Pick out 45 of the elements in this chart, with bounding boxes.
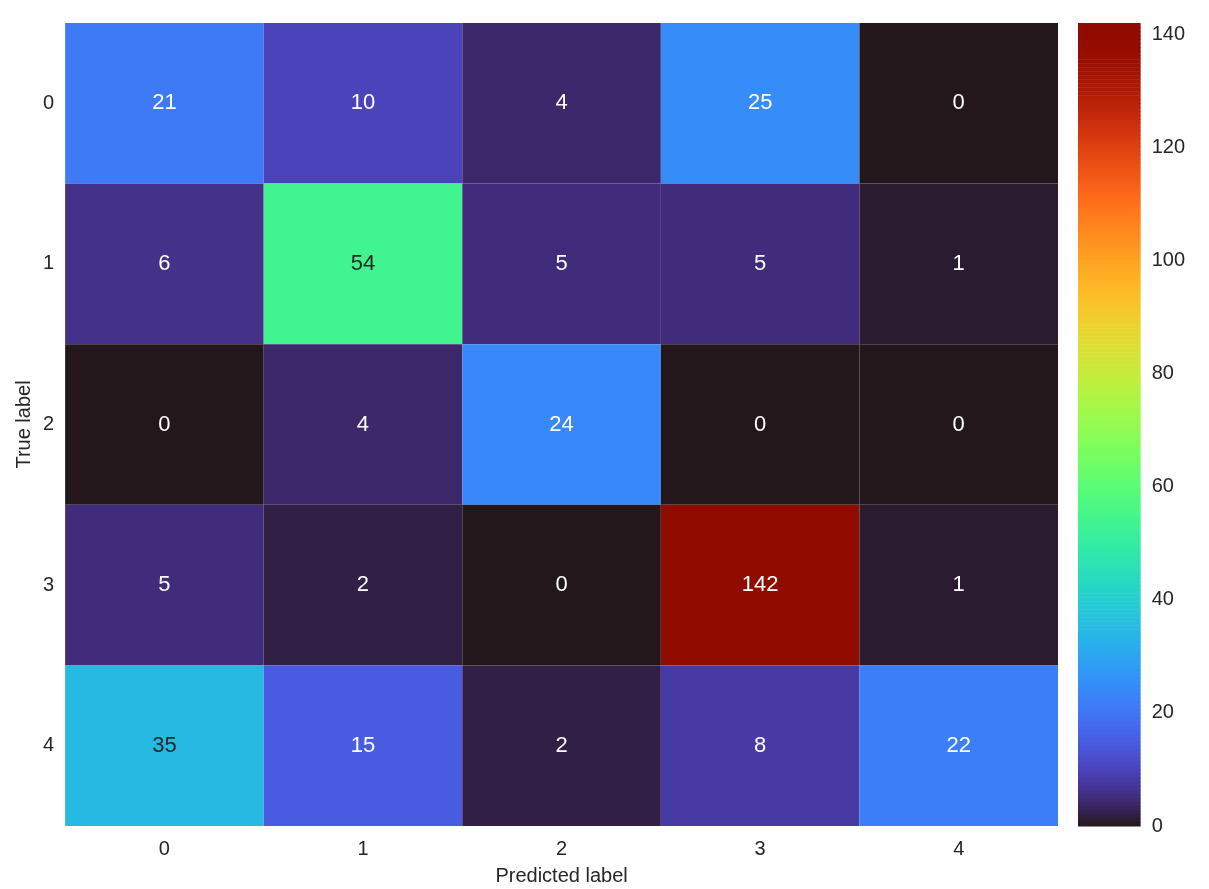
color-bar-label: 0: [1151, 813, 1163, 836]
data-label: 2: [356, 571, 370, 597]
data-label: 15: [350, 731, 376, 757]
data-label: 22: [946, 731, 971, 757]
color-bar-label: 20: [1151, 700, 1174, 723]
data-label: 54: [350, 249, 376, 275]
data-label: 10: [350, 89, 376, 115]
y-tick-label: 3: [43, 572, 55, 595]
data-label: 2: [555, 731, 568, 757]
data-label: 8: [754, 731, 767, 757]
data-label: 142: [741, 571, 779, 597]
data-label: 0: [952, 410, 965, 436]
x-tick-label: 4: [953, 836, 965, 859]
data-label: 21: [152, 89, 177, 115]
y-tick-label: 4: [43, 733, 55, 756]
x-axis-title: Predicted label: [495, 863, 628, 886]
y-tick-label: 2: [43, 412, 55, 435]
color-bar-label: 80: [1151, 361, 1174, 384]
color-bar-label: 140: [1151, 21, 1186, 44]
data-label: 5: [754, 249, 767, 275]
data-label: 0: [555, 571, 568, 597]
data-label: 1: [952, 249, 965, 275]
x-tick-label: 1: [357, 836, 369, 859]
color-bar-label: 100: [1151, 248, 1186, 271]
data-label: 1: [952, 571, 965, 597]
data-label: 5: [555, 249, 568, 275]
data-label: 0: [754, 410, 767, 436]
data-label: 25: [747, 89, 773, 115]
y-tick-label: 0: [43, 90, 55, 113]
data-label: 0: [158, 410, 171, 436]
x-tick-label: 0: [158, 836, 170, 859]
color-bar-label: 60: [1151, 474, 1174, 497]
data-label: 6: [158, 249, 171, 275]
data-label: 0: [952, 89, 965, 115]
data-label: 5: [158, 571, 171, 597]
x-tick-label: 2: [556, 836, 568, 859]
x-tick-label: 3: [754, 836, 766, 859]
color-bar-label: 120: [1151, 134, 1186, 157]
data-label: 4: [356, 410, 370, 436]
color-bar-label: 40: [1151, 587, 1174, 610]
y-tick-label: 1: [43, 251, 55, 274]
y-axis-title: True label: [11, 380, 34, 469]
data-label: 35: [152, 731, 177, 757]
data-label: 24: [549, 410, 574, 436]
data-label: 4: [555, 89, 568, 115]
